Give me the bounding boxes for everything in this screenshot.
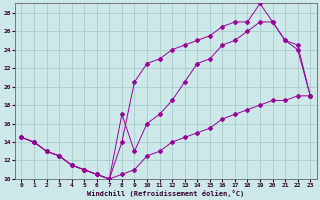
X-axis label: Windchill (Refroidissement éolien,°C): Windchill (Refroidissement éolien,°C): [87, 190, 244, 197]
